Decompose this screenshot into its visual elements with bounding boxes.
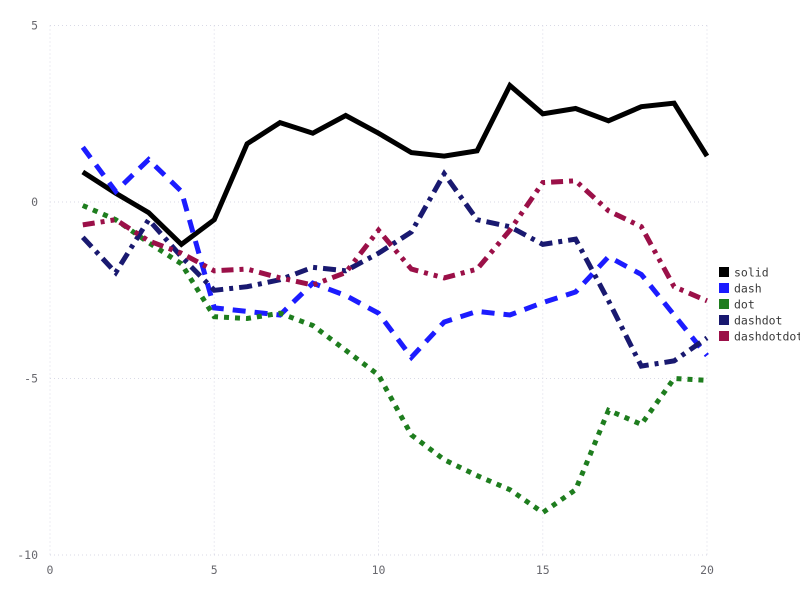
grid-layer bbox=[49, 25, 710, 556]
y-tick-label--5: -5 bbox=[24, 372, 38, 386]
legend-label-solid: solid bbox=[734, 266, 769, 280]
y-tick-label-0: 0 bbox=[31, 195, 38, 209]
legend-label-dash: dash bbox=[734, 282, 762, 296]
legend-item-dash: dash bbox=[719, 282, 762, 296]
legend-item-solid: solid bbox=[719, 266, 769, 280]
legend-swatch-dashdotdot bbox=[719, 331, 729, 341]
legend-label-dashdot: dashdot bbox=[734, 314, 782, 328]
x-tick-label-0: 0 bbox=[47, 563, 54, 577]
y-tick-label-5: 5 bbox=[31, 19, 38, 33]
series-line-solid bbox=[81, 81, 710, 248]
x-tick-label-5: 5 bbox=[211, 563, 218, 577]
series-line-dashdot bbox=[80, 169, 709, 369]
series-line-dot bbox=[81, 203, 708, 516]
legend-swatch-solid bbox=[719, 267, 729, 277]
legend-swatch-dot bbox=[719, 299, 729, 309]
legend-label-dashdotdot: dashdotdot bbox=[734, 330, 800, 344]
x-tick-label-10: 10 bbox=[372, 563, 386, 577]
legend-item-dot: dot bbox=[719, 298, 755, 312]
series-line-dash bbox=[80, 145, 709, 362]
legend-label-dot: dot bbox=[734, 298, 755, 312]
x-tick-label-15: 15 bbox=[536, 563, 550, 577]
x-tick-label-20: 20 bbox=[700, 563, 714, 577]
legend-swatch-dashdot bbox=[719, 315, 729, 325]
series-layer bbox=[80, 81, 710, 516]
legend-swatch-dash bbox=[719, 283, 729, 293]
y-tick-label--10: -10 bbox=[17, 548, 38, 562]
tick-labels: 0 5 10 15 20 5 0 -5 -10 bbox=[17, 19, 714, 578]
legend-item-dashdotdot: dashdotdot bbox=[719, 330, 800, 344]
legend-item-dashdot: dashdot bbox=[719, 314, 782, 328]
